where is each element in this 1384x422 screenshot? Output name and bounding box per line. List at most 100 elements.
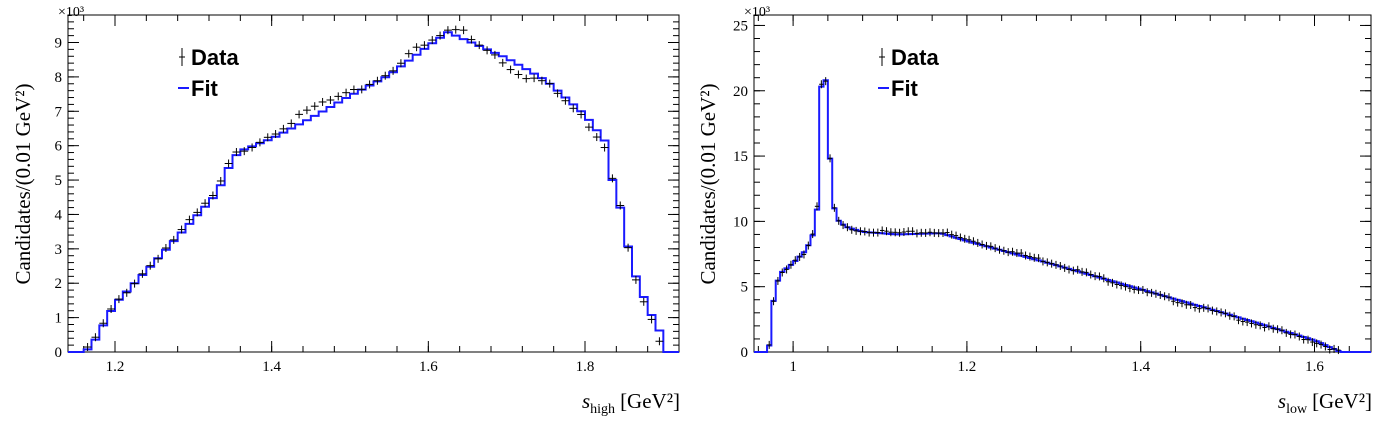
data-point (1301, 335, 1306, 344)
data-point (130, 279, 139, 288)
data-point (1279, 326, 1285, 335)
x-axis-label-sub-low: low (1286, 402, 1308, 417)
data-point (639, 297, 648, 306)
x-axis-label-unit-high: [GeV²] (620, 389, 680, 413)
data-point (91, 333, 100, 342)
data-point (1132, 285, 1137, 294)
data-point (522, 74, 531, 83)
x-tick-label: 1.6 (419, 359, 438, 375)
data-point (988, 242, 993, 251)
data-point (1097, 272, 1102, 281)
data-point (1092, 272, 1098, 281)
data-point (1105, 277, 1111, 286)
data-point (248, 143, 256, 152)
data-point (154, 254, 162, 263)
data-point (256, 138, 264, 147)
y-tick-label: 1 (55, 311, 63, 327)
data-point (232, 148, 241, 157)
y-tick-label: 2 (55, 276, 63, 292)
data-point (545, 79, 554, 88)
data-point (295, 110, 303, 119)
data-point (810, 230, 815, 239)
data-point (1032, 253, 1037, 262)
data-point (797, 252, 802, 261)
data-point (836, 216, 841, 225)
data-point (997, 245, 1002, 254)
data-point (138, 269, 147, 278)
data-point (1258, 321, 1263, 330)
data-point (514, 70, 523, 79)
data-point (901, 228, 907, 237)
y-tick-label: 20 (733, 84, 748, 100)
data-point (616, 201, 625, 210)
data-point (240, 147, 249, 156)
data-point (819, 80, 824, 89)
data-point (263, 133, 272, 142)
data-point (880, 226, 885, 235)
x-axis-label-unit-low: [GeV²] (1312, 389, 1372, 413)
data-point (1201, 303, 1206, 312)
data-point (971, 237, 976, 246)
y-tick-label: 0 (55, 345, 63, 361)
data-point (467, 35, 476, 44)
data-point (1227, 311, 1232, 320)
data-point (936, 229, 941, 238)
y-tick-label: 8 (55, 70, 63, 86)
data-point (1084, 268, 1089, 277)
y-axis-label-low: Candidates/(0.01 GeV²) (696, 83, 720, 284)
data-point (310, 102, 319, 111)
data-point (845, 223, 850, 232)
data-point (1331, 344, 1337, 353)
data-point (1310, 338, 1315, 347)
data-point (169, 235, 178, 244)
data-point (655, 337, 664, 346)
data-point (1045, 258, 1050, 267)
data-point (1244, 318, 1250, 327)
data-point (334, 92, 343, 101)
data-point (1110, 278, 1115, 287)
ticks-low: 1 1.2 1.4 1.6 0 5 10 15 20 25 (733, 15, 1371, 375)
data-point (326, 95, 335, 104)
data-point (1079, 267, 1085, 276)
data-point (107, 305, 115, 314)
data-point (498, 58, 507, 67)
data-point (1027, 252, 1033, 261)
data-point (287, 119, 296, 128)
fit-curve-low (754, 79, 1371, 353)
data-point (569, 104, 578, 113)
data-point (444, 26, 452, 35)
data-point (1071, 266, 1076, 275)
data-point (1040, 257, 1046, 266)
data-point (146, 261, 155, 270)
data-point (1327, 345, 1332, 354)
data-point (193, 208, 202, 217)
legend-fit-label-low: Fit (891, 76, 919, 101)
data-point (1010, 247, 1015, 256)
data-point (1053, 260, 1059, 269)
data-point (840, 221, 846, 230)
data-point (1118, 281, 1124, 290)
data-point (538, 76, 546, 85)
panel-high: ×10³ 1.2 1.4 1.6 1.8 0 1 2 3 4 5 6 7 8 9 Data Fit Can… (11, 5, 680, 417)
data-point (949, 230, 954, 239)
data-point (1019, 249, 1024, 258)
data-point (1145, 288, 1150, 297)
x-axis-label-main-low: s (1278, 389, 1286, 413)
data-point (318, 97, 327, 106)
data-point (1249, 319, 1254, 328)
data-point (1036, 254, 1041, 263)
y-tick-label: 25 (733, 18, 748, 34)
data-point (1127, 284, 1133, 293)
data-point (832, 203, 837, 212)
data-point (858, 227, 863, 236)
x-tick-label: 1.2 (958, 359, 977, 375)
data-point (958, 233, 963, 242)
data-point (397, 59, 405, 68)
data-point (788, 260, 794, 269)
data-point (1123, 282, 1128, 291)
data-point (1058, 262, 1063, 271)
data-point (984, 241, 989, 250)
legend-data-label-low: Data (891, 45, 939, 70)
data-point (966, 235, 972, 244)
data-point (806, 241, 811, 250)
